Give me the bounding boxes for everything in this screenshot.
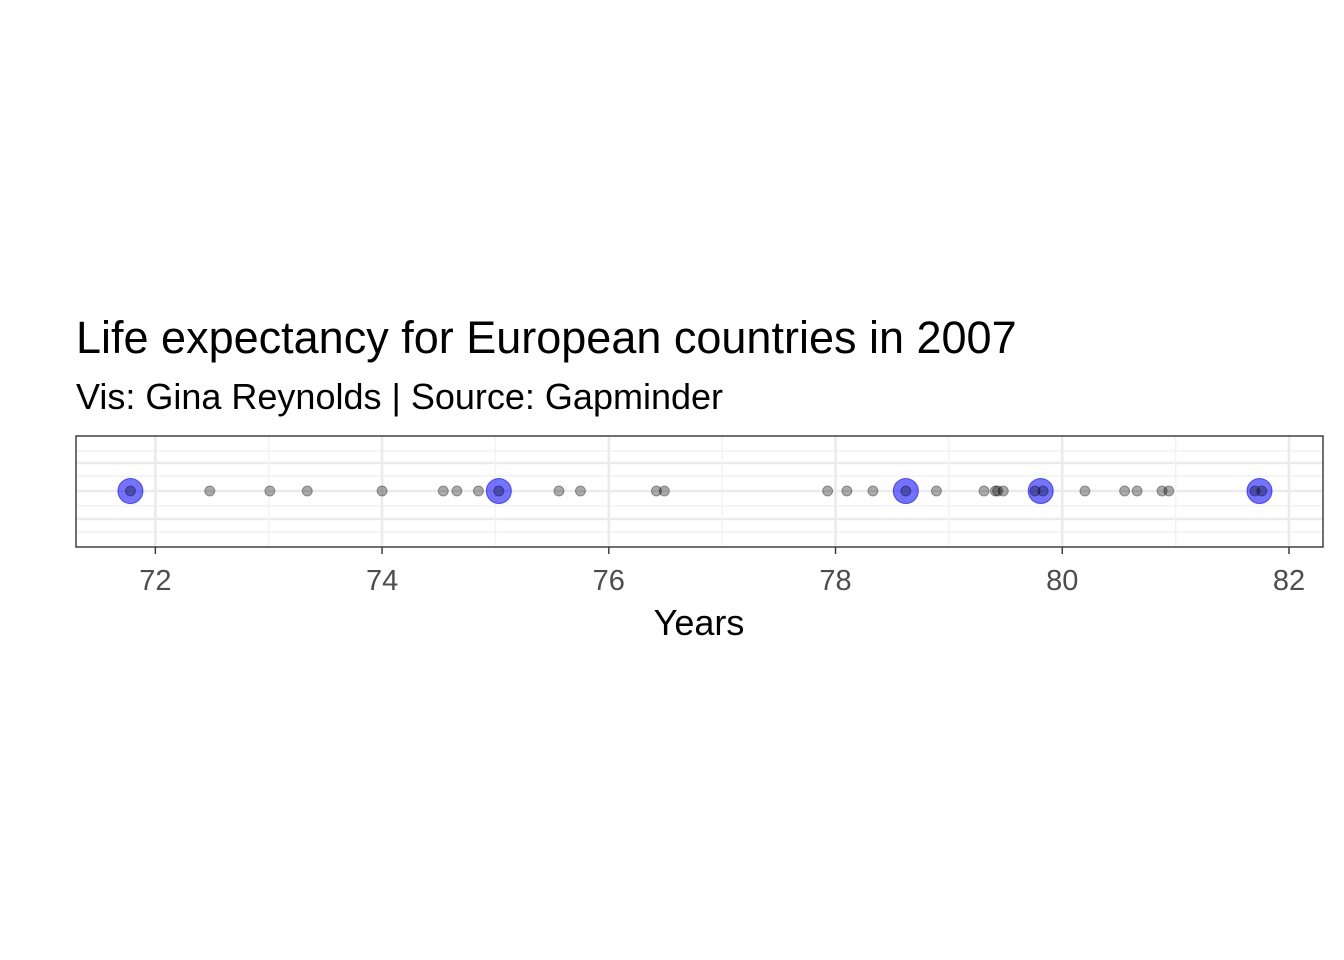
highlighted-point xyxy=(1246,478,1273,504)
country-point xyxy=(1131,485,1143,497)
country-point xyxy=(658,485,670,497)
x-tick-label: 72 xyxy=(139,565,171,597)
country-point xyxy=(493,485,505,497)
chart-subtitle: Vis: Gina Reynolds | Source: Gapminder xyxy=(76,376,723,417)
highlighted-point xyxy=(1027,478,1054,504)
country-point xyxy=(997,485,1009,497)
country-point xyxy=(650,485,662,497)
country-point xyxy=(1249,485,1261,497)
country-point xyxy=(553,485,565,497)
chart-title: Life expectancy for European countries i… xyxy=(76,312,1017,363)
plot-panel-border xyxy=(75,435,1324,548)
country-point xyxy=(822,485,834,497)
country-point xyxy=(1119,485,1131,497)
country-point xyxy=(867,485,879,497)
x-axis-label: Years xyxy=(654,602,745,643)
country-point xyxy=(451,485,463,497)
grid-lines xyxy=(76,436,1323,547)
highlighted-point xyxy=(892,478,919,504)
country-point xyxy=(1079,485,1091,497)
country-point xyxy=(264,485,276,497)
country-point xyxy=(1163,485,1175,497)
country-point xyxy=(1156,485,1168,497)
country-point xyxy=(574,485,586,497)
country-point xyxy=(437,485,449,497)
country-point xyxy=(900,485,912,497)
x-tick-label: 76 xyxy=(593,565,625,597)
country-point xyxy=(301,485,313,497)
country-point xyxy=(992,485,1004,497)
country-point xyxy=(1029,485,1041,497)
country-point xyxy=(841,485,853,497)
x-tick-label: 82 xyxy=(1273,565,1305,597)
country-point xyxy=(204,485,216,497)
country-point xyxy=(376,485,388,497)
data-points xyxy=(117,478,1273,504)
country-point xyxy=(989,485,1001,497)
country-point xyxy=(124,485,136,497)
country-point xyxy=(1256,485,1268,497)
highlighted-point xyxy=(117,478,144,504)
highlighted-point xyxy=(485,478,512,504)
country-point xyxy=(978,485,990,497)
x-axis: 72 74 76 78 80 82 xyxy=(139,547,1305,597)
country-point xyxy=(930,485,942,497)
x-tick-label: 74 xyxy=(366,565,398,597)
country-point xyxy=(472,485,484,497)
country-point xyxy=(1037,485,1049,497)
x-tick-label: 80 xyxy=(1046,565,1078,597)
x-tick-label: 78 xyxy=(819,565,851,597)
